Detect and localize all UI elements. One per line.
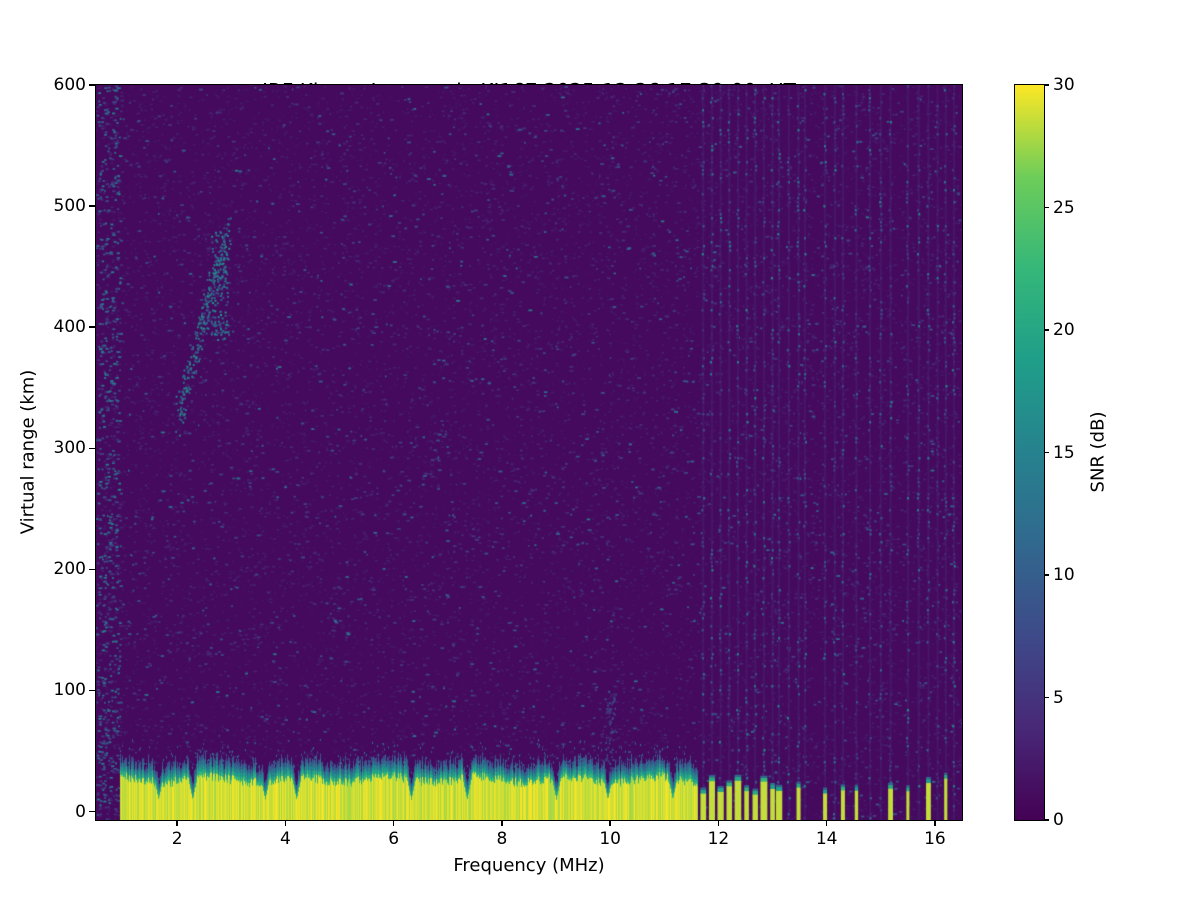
x-tick-mark <box>609 821 611 826</box>
y-tick-mark <box>89 689 95 692</box>
x-tick-label: 10 <box>599 829 622 849</box>
x-tick-label: 16 <box>924 829 946 849</box>
x-tick-mark <box>717 821 720 826</box>
colorbar-tick-mark <box>1045 329 1049 331</box>
x-tick-mark <box>284 821 287 826</box>
colorbar-tick-label: 20 <box>1053 320 1075 340</box>
colorbar-tick-mark <box>1045 574 1049 576</box>
colorbar-label: SNR (dB) <box>1087 411 1109 493</box>
y-tick-label: 600 <box>53 75 86 95</box>
x-tick-label: 12 <box>707 829 730 849</box>
y-tick-mark <box>89 568 95 571</box>
ionogram-heatmap <box>96 85 962 820</box>
plot-area <box>95 84 963 821</box>
colorbar-tick-mark <box>1045 84 1049 86</box>
x-tick-mark <box>176 821 178 826</box>
y-tick-mark <box>89 326 95 328</box>
y-tick-label: 300 <box>53 438 86 459</box>
y-tick-label: 0 <box>75 801 86 822</box>
x-axis-label: Frequency (MHz) <box>453 855 605 876</box>
y-tick-label: 400 <box>53 317 86 338</box>
colorbar-tick-label: 30 <box>1053 75 1075 95</box>
y-tick-label: 500 <box>53 196 86 217</box>
colorbar-tick-mark <box>1045 451 1049 454</box>
y-tick-label: 100 <box>53 680 86 701</box>
x-tick-label: 4 <box>280 829 291 849</box>
colorbar-tick-label: 5 <box>1053 687 1064 708</box>
colorbar-tick-label: 10 <box>1053 565 1075 585</box>
x-tick-label: 8 <box>496 829 508 849</box>
x-tick-label: 14 <box>815 829 838 849</box>
colorbar-tick-label: 25 <box>1053 197 1075 218</box>
x-tick-mark <box>825 821 828 826</box>
colorbar-tick-mark <box>1045 206 1049 209</box>
x-tick-mark <box>934 821 936 826</box>
x-tick-label: 2 <box>171 829 183 849</box>
y-tick-label: 200 <box>53 559 86 580</box>
y-tick-mark <box>89 810 95 813</box>
x-tick-mark <box>501 821 503 826</box>
colorbar-tick-mark <box>1045 819 1049 821</box>
y-axis-label: Virtual range (km) <box>17 369 39 535</box>
colorbar <box>1014 84 1045 821</box>
colorbar-tick-label: 15 <box>1053 442 1075 463</box>
y-tick-mark <box>89 447 95 449</box>
y-tick-mark <box>89 84 95 86</box>
colorbar-tick-label: 0 <box>1053 810 1064 830</box>
x-tick-mark <box>392 821 395 826</box>
y-tick-mark <box>89 205 95 207</box>
x-tick-label: 6 <box>388 829 400 849</box>
colorbar-tick-mark <box>1045 696 1049 699</box>
